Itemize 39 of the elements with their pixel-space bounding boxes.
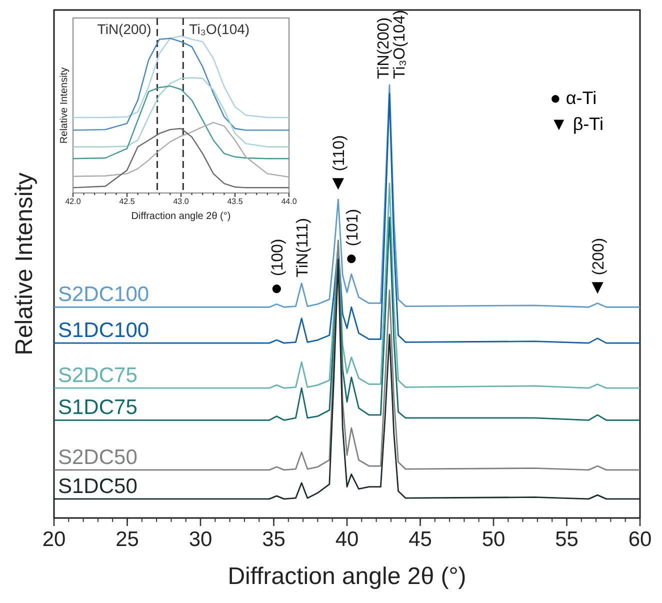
annotation: (101) <box>344 208 362 246</box>
x-tick-label: 42.5 <box>119 197 136 206</box>
x-axis-title: Diffraction angle 2θ (°) <box>228 563 466 590</box>
annotation: ▼ <box>328 172 348 195</box>
annotation: TiN(111) <box>294 218 312 278</box>
x-tick-label: 42.0 <box>65 197 82 206</box>
x-tick-label: 45 <box>408 528 432 551</box>
x-tick-label: 40 <box>335 528 359 551</box>
annotation: (110) <box>331 135 348 172</box>
annotation: Ti₃O(104) <box>391 10 408 79</box>
x-tick-label: 55 <box>555 528 578 551</box>
ref-line-label: Ti₃O(104) <box>189 21 250 37</box>
x-tick-label: 60 <box>628 528 652 551</box>
x-tick-label: 30 <box>188 528 212 551</box>
series-label: S2DC50 <box>58 446 138 469</box>
annotation: (100) <box>270 238 287 276</box>
annotation: (200) <box>590 238 608 276</box>
x-tick-label: 20 <box>42 528 66 551</box>
x-tick-label: 43.5 <box>227 197 244 206</box>
annotation: TiN(200) <box>375 17 392 79</box>
annotation: ▼ β-Ti <box>550 114 604 134</box>
annotation: ● <box>345 248 358 270</box>
series-label: S2DC75 <box>58 364 138 388</box>
x-axis-title: Diffraction angle 2θ (°) <box>131 211 231 222</box>
y-axis-title: Relative Intensity <box>59 67 70 144</box>
y-axis-title: Relative Intensity <box>11 172 38 356</box>
series-label: S2DC100 <box>58 283 150 306</box>
x-tick-label: 25 <box>116 528 139 551</box>
series-label: S1DC75 <box>58 396 138 420</box>
annotation: ▼ <box>588 276 608 299</box>
x-tick-label: 43.0 <box>173 197 190 206</box>
x-tick-label: 50 <box>482 528 506 551</box>
annotation: ● α-Ti <box>550 88 597 108</box>
x-tick-label: 44.0 <box>281 197 298 206</box>
annotation: ● <box>270 277 283 300</box>
series-label: S1DC50 <box>58 474 138 498</box>
x-tick-label: 35 <box>262 528 286 551</box>
ref-line-label: TiN(200) <box>97 21 152 37</box>
series-label: S1DC100 <box>58 319 150 342</box>
